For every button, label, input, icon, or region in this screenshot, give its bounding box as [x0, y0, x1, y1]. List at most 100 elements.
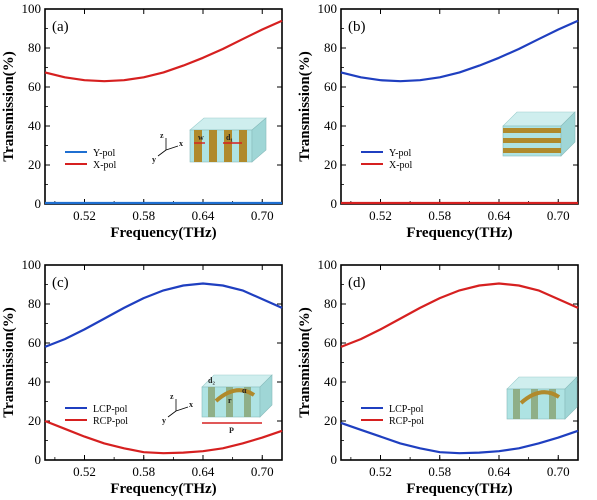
series-line-x-pol — [44, 19, 283, 83]
x-tick-label: 0.64 — [192, 464, 215, 479]
x-tick-label: 0.58 — [428, 464, 451, 479]
stripe-layer — [531, 389, 538, 419]
legend-label: Y-pol — [389, 148, 411, 159]
y-tick-label: 0 — [331, 452, 338, 467]
legend-label: RCP-pol — [389, 416, 424, 427]
axis-z-label: z — [160, 131, 164, 140]
axis-y-arrow — [157, 149, 167, 157]
series-line-lcp-pol — [340, 421, 579, 455]
metal-stripe — [503, 138, 561, 143]
stripe-layer — [244, 387, 251, 417]
slab-side-face — [259, 374, 273, 418]
y-tick-label: 60 — [28, 335, 41, 350]
x-tick-label: 0.52 — [369, 208, 392, 223]
y-tick-label: 80 — [28, 40, 41, 55]
x-tick-label: 0.70 — [547, 464, 570, 479]
axis-x-label: x — [179, 139, 183, 148]
inset-label-alpha: α — [242, 386, 247, 395]
panel-label: (d) — [348, 275, 366, 291]
y-tick-label: 0 — [35, 196, 42, 211]
inset-label-d1: d₁ — [226, 133, 233, 142]
metal-stripe — [224, 130, 232, 162]
slab-side-face — [560, 111, 576, 157]
legend-label: LCP-pol — [389, 404, 424, 415]
inset-label-p: P — [229, 426, 234, 435]
y-tick-label: 80 — [324, 296, 337, 311]
metal-stripe — [239, 130, 247, 162]
x-tick-label: 0.64 — [488, 208, 511, 223]
y-tick-label: 40 — [324, 374, 337, 389]
stripe-layer — [513, 389, 520, 419]
chart-panel-c: 0 20 40 60 80 100 0.52 0.58 0.64 0.70 Frequency(TH… — [1, 257, 283, 497]
panel-label: (a) — [52, 19, 69, 35]
y-tick-label: 20 — [28, 157, 41, 172]
series-line-lcp-pol — [44, 282, 283, 348]
legend-label: X-pol — [389, 160, 413, 171]
metal-stripe — [503, 148, 561, 153]
y-tick-label: 0 — [35, 452, 42, 467]
axis-x-arrow — [165, 145, 179, 151]
plot-frame — [340, 264, 579, 461]
x-axis-title: Frequency(THz) — [406, 225, 512, 241]
axis-y-label: y — [152, 155, 156, 164]
y-tick-label: 60 — [324, 335, 337, 350]
series-line-rcp-pol — [340, 282, 579, 348]
axis-y-arrow — [167, 410, 177, 418]
y-tick-label: 60 — [324, 79, 337, 94]
x-tick-label: 0.52 — [73, 208, 96, 223]
axis-z-label: z — [170, 392, 174, 401]
stripe-layer — [208, 387, 215, 417]
y-axis-title: Transmission(%) — [1, 307, 17, 418]
y-tick-label: 80 — [324, 40, 337, 55]
y-axis-title: Transmission(%) — [297, 307, 313, 418]
y-tick-label: 40 — [324, 118, 337, 133]
y-tick-label: 60 — [28, 79, 41, 94]
chart-panel-d: 0 20 40 60 80 100 0.52 0.58 0.64 0.70 Frequency(TH… — [297, 257, 579, 497]
stripe-layer — [549, 389, 556, 419]
x-axis-title: Frequency(THz) — [406, 481, 512, 497]
x-axis-title: Frequency(THz) — [110, 481, 216, 497]
axis-x-arrow — [175, 406, 189, 412]
panel-label: (b) — [348, 19, 366, 35]
chart-panel-b: 0 20 40 60 80 100 0.52 0.58 0.64 0.70 Frequency(TH… — [297, 1, 579, 241]
x-tick-label: 0.70 — [251, 464, 274, 479]
metal-stripe — [503, 128, 561, 133]
stripe-layer — [226, 387, 233, 417]
y-tick-label: 100 — [22, 257, 42, 272]
y-tick-label: 80 — [28, 296, 41, 311]
plot-frame — [44, 264, 283, 461]
x-tick-label: 0.70 — [251, 208, 274, 223]
x-axis-title: Frequency(THz) — [110, 225, 216, 241]
series-line-y-pol — [340, 19, 579, 83]
inset-label-r: r — [228, 396, 232, 405]
x-tick-label: 0.70 — [547, 208, 570, 223]
legend-label: Y-pol — [93, 148, 115, 159]
y-tick-label: 40 — [28, 374, 41, 389]
legend-label: RCP-pol — [93, 416, 128, 427]
x-tick-label: 0.64 — [192, 208, 215, 223]
y-axis-title: Transmission(%) — [297, 51, 313, 162]
y-axis-title: Transmission(%) — [1, 51, 17, 162]
metal-stripe — [209, 130, 217, 162]
chart-panel-a: 0 20 40 60 80 100 0.52 0.58 0.64 0.70 Frequency(TH… — [1, 1, 283, 241]
y-tick-label: 40 — [28, 118, 41, 133]
legend-label: LCP-pol — [93, 404, 128, 415]
y-tick-label: 20 — [324, 157, 337, 172]
y-tick-label: 20 — [324, 413, 337, 428]
axis-y-label: y — [162, 416, 166, 425]
inset-label-d2: d₂ — [208, 376, 215, 385]
x-tick-label: 0.52 — [73, 464, 96, 479]
y-tick-label: 0 — [331, 196, 338, 211]
inset-label-w: w — [198, 133, 204, 142]
split-ring — [214, 388, 256, 403]
y-tick-label: 100 — [318, 1, 338, 16]
axis-x-label: x — [189, 400, 193, 409]
metal-stripe — [194, 130, 202, 162]
split-ring — [519, 390, 561, 405]
slab-side-face — [251, 117, 267, 163]
y-tick-label: 100 — [22, 1, 42, 16]
x-tick-label: 0.64 — [488, 464, 511, 479]
x-tick-label: 0.52 — [369, 464, 392, 479]
series-line-rcp-pol — [44, 419, 283, 455]
